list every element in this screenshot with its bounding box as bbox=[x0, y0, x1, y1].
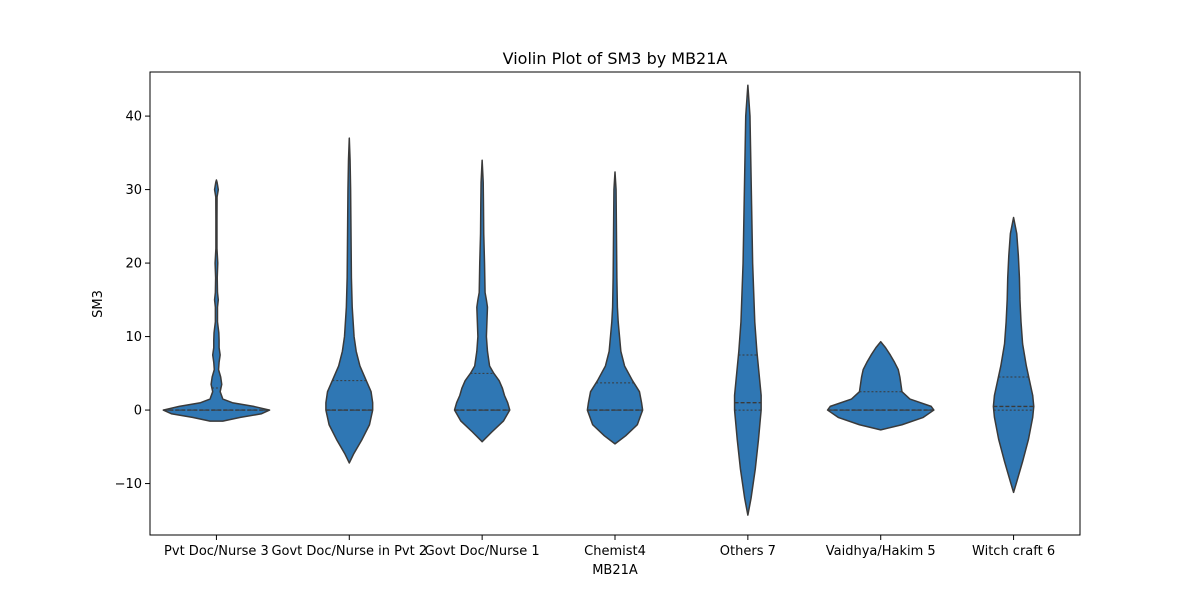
violin-1 bbox=[162, 179, 271, 422]
violin-4 bbox=[586, 171, 644, 445]
violin-5 bbox=[733, 84, 762, 516]
x-tick-label: Govt Doc/Nurse 1 bbox=[425, 544, 540, 559]
violin-group bbox=[162, 84, 1035, 516]
violin-body bbox=[733, 84, 762, 516]
x-tick-label: Pvt Doc/Nurse 3 bbox=[164, 544, 269, 559]
y-tick-label: 30 bbox=[125, 183, 142, 198]
y-tick-label: −10 bbox=[115, 477, 142, 492]
x-tick-label: Witch craft 6 bbox=[972, 544, 1055, 559]
violin-6 bbox=[826, 340, 935, 431]
violin-body bbox=[325, 137, 374, 464]
violin-body bbox=[162, 179, 271, 422]
y-axis-title: SM3 bbox=[91, 290, 106, 318]
violin-3 bbox=[453, 159, 511, 443]
x-tick-label: Others 7 bbox=[720, 544, 776, 559]
violin-2 bbox=[325, 137, 374, 464]
violin-body bbox=[453, 159, 511, 443]
y-tick-label: 10 bbox=[125, 330, 142, 345]
violin-7 bbox=[992, 216, 1035, 494]
chart-title: Violin Plot of SM3 by MB21A bbox=[503, 49, 728, 68]
x-tick-label: Vaidhya/Hakim 5 bbox=[826, 544, 936, 559]
x-tick-label: Govt Doc/Nurse in Pvt 2 bbox=[271, 544, 427, 559]
x-axis: Pvt Doc/Nurse 3 Govt Doc/Nurse in Pvt 2Go… bbox=[164, 535, 1055, 559]
violin-body bbox=[826, 340, 935, 431]
x-tick-label: Chemist4 bbox=[584, 544, 646, 559]
violin-body bbox=[992, 216, 1035, 494]
y-tick-label: 40 bbox=[125, 110, 142, 125]
violin-body bbox=[586, 171, 644, 445]
y-axis: −10 0 10 20 30 40 bbox=[115, 110, 150, 492]
x-axis-title: MB21A bbox=[592, 563, 638, 578]
y-tick-label: 20 bbox=[125, 257, 142, 272]
y-tick-label: 0 bbox=[134, 404, 142, 419]
